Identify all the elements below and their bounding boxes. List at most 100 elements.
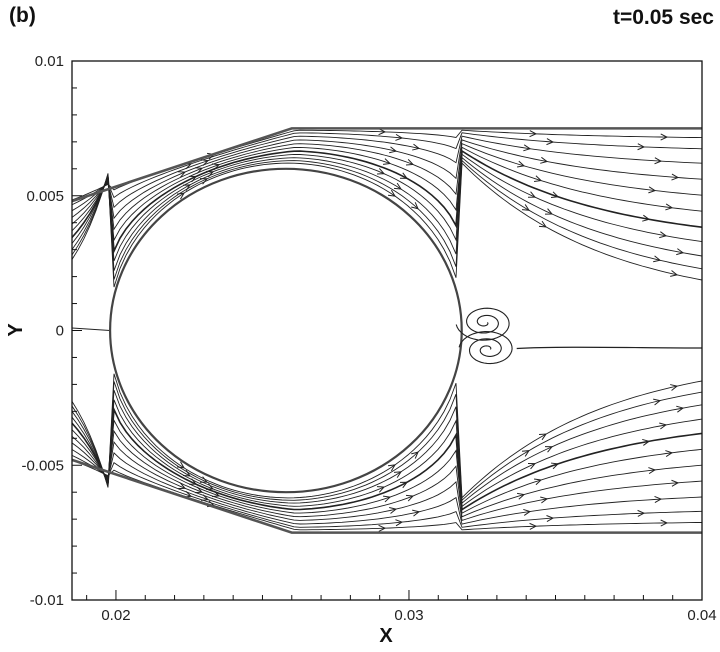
streamline-arrow — [529, 522, 538, 530]
streamline-arrow — [411, 451, 419, 459]
streamline-arrow — [659, 231, 668, 239]
streamlines-group — [72, 128, 702, 532]
streamline-arrow — [637, 509, 646, 517]
streamline-arrow — [182, 184, 191, 191]
streamline-upper — [72, 159, 702, 280]
streamline-arrow — [527, 191, 537, 198]
streamline-arrow — [517, 160, 526, 168]
streamline-arrow — [523, 508, 532, 516]
wake-vortex — [458, 331, 513, 365]
streamline-lower — [72, 429, 702, 518]
streamline-arrow — [671, 173, 680, 181]
streamline-arrow — [642, 214, 651, 222]
streamline-arrow — [671, 479, 680, 487]
streamline-arrow — [177, 482, 187, 490]
stagnation-streamline — [72, 327, 111, 331]
streamline-arrow — [399, 481, 409, 489]
time-label: t=0.05 sec — [612, 6, 714, 29]
streamline-arrow — [538, 433, 547, 441]
y-tick-labels: -0.01 -0.005 0 0.005 0.01 — [21, 53, 64, 609]
streamline-upper — [72, 132, 702, 206]
cylinder-group — [108, 167, 463, 494]
streamline-upper — [72, 162, 702, 288]
streamline-arrow — [665, 203, 674, 211]
streamline-arrow — [387, 189, 396, 197]
x-axis-title: X — [379, 625, 393, 647]
streamline-arrow — [550, 191, 560, 199]
streamline-arrow — [188, 175, 198, 183]
streamline-arrow — [654, 157, 663, 165]
streamline-arrow — [659, 422, 668, 430]
streamline-arrow — [648, 186, 657, 194]
streamline-upper — [72, 142, 702, 231]
streamline-arrow — [194, 486, 204, 494]
streamline-arrow — [670, 270, 679, 277]
streamline-arrow — [382, 495, 392, 503]
streamline-upper — [72, 139, 702, 220]
streamline-arrow — [654, 495, 663, 503]
streamline-arrow — [387, 464, 396, 472]
streamline-arrow — [405, 159, 415, 166]
streamline-upper — [72, 146, 702, 242]
streamline-arrow — [412, 509, 421, 517]
streamline-arrow — [676, 248, 685, 256]
streamline-lower — [72, 406, 702, 511]
streamline-arrow — [182, 469, 191, 477]
y-tick-label: -0.01 — [30, 592, 64, 609]
streamline-arrow — [393, 471, 402, 478]
x-tick-label: 0.03 — [394, 607, 423, 624]
y-tick-label: 0.005 — [26, 188, 64, 205]
streamline-arrow — [389, 507, 398, 514]
streamline-arrow — [378, 524, 387, 532]
streamline-arrow — [546, 138, 555, 146]
streamline-upper — [72, 135, 702, 212]
y-tick-label: 0 — [56, 323, 64, 340]
channel-wall-upper — [72, 127, 702, 203]
channel-wall-lower — [72, 458, 702, 534]
streamline-arrow — [527, 462, 537, 470]
streamline-lower — [72, 389, 702, 505]
panel-label: (b) — [9, 4, 36, 27]
streamline-arrow — [194, 167, 204, 174]
streamline-arrow — [523, 144, 532, 152]
streamline-arrow — [412, 143, 421, 151]
streamline-upper — [72, 153, 702, 262]
streamline-lower — [72, 373, 702, 499]
streamline-arrow — [533, 175, 543, 183]
channel-walls — [72, 127, 702, 534]
streamline-arrow — [653, 255, 662, 263]
wake-vortex — [455, 307, 510, 341]
cylinder — [108, 167, 463, 494]
streamline-upper — [72, 129, 702, 201]
streamline-arrow — [395, 133, 404, 141]
streamline-lower — [72, 418, 702, 514]
streamline-arrow — [376, 168, 386, 175]
x-tick-label: 0.04 — [687, 607, 716, 624]
streamline-arrow — [393, 182, 402, 190]
streamline-lower — [72, 399, 702, 508]
streamline-arrow — [411, 202, 419, 210]
streamline-arrow — [540, 496, 549, 504]
streamline-arrow — [521, 204, 530, 211]
streamline-arrow — [533, 478, 543, 486]
streamline-arrow — [550, 462, 560, 470]
streamline-arrow — [660, 519, 669, 527]
streamline-arrow — [521, 450, 530, 457]
streamline-arrow — [676, 405, 685, 413]
y-tick-label: -0.005 — [21, 457, 64, 474]
streamline-upper — [72, 156, 702, 271]
streamline-arrow — [211, 163, 221, 171]
streamline-arrow — [544, 446, 554, 453]
streamline-upper — [72, 149, 702, 255]
streamline-arrow — [382, 158, 392, 165]
streamline-arrow — [546, 515, 555, 523]
streamline-arrow — [399, 172, 409, 179]
streamline-arrow — [670, 384, 679, 391]
wake-streamline — [516, 346, 702, 350]
streamline-arrow — [378, 128, 387, 136]
streamline-arrow — [653, 398, 662, 406]
streamline-arrow — [177, 171, 187, 178]
streamline-arrow — [395, 519, 404, 527]
